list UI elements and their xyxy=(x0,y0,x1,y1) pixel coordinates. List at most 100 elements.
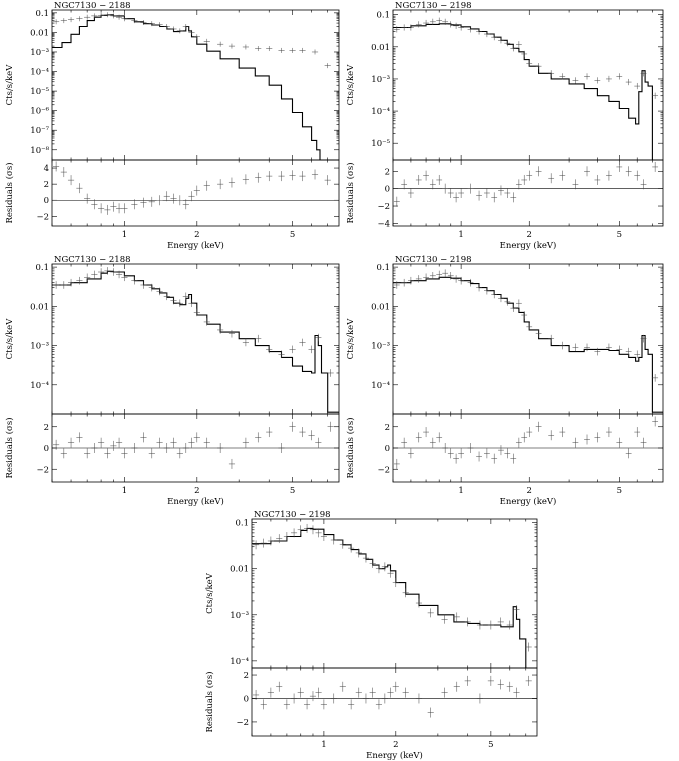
residual-point xyxy=(498,185,504,196)
data-point xyxy=(104,12,111,18)
data-point xyxy=(408,24,414,31)
data-point xyxy=(140,281,147,289)
data-point xyxy=(299,47,306,53)
residual-point xyxy=(188,191,195,202)
spectrum-panel-5: NGC7130 − 2198 0.1 0.01 10⁻³ 10⁻⁴ −2 0 2 1 2 5 Ener… xyxy=(204,510,538,761)
data-point xyxy=(491,290,498,299)
data-point xyxy=(510,45,517,52)
data-point xyxy=(423,19,429,27)
residual-point xyxy=(176,448,183,459)
residual-point xyxy=(584,434,590,445)
data-point xyxy=(369,559,376,568)
x-axis-label: Energy (keV) xyxy=(500,240,557,251)
data-point xyxy=(467,278,474,287)
x-tick-label: 1 xyxy=(458,486,463,496)
residual-point xyxy=(497,679,504,690)
data-point xyxy=(242,44,250,50)
data-point xyxy=(242,338,250,347)
residual-point xyxy=(625,448,632,459)
residual-point xyxy=(193,432,200,443)
residual-frame xyxy=(392,159,664,227)
data-point xyxy=(453,612,460,622)
data-point xyxy=(498,294,504,303)
residual-point xyxy=(484,448,490,459)
data-point xyxy=(498,37,504,44)
model-step-line xyxy=(393,276,663,413)
residual-point xyxy=(415,432,422,443)
data-point xyxy=(427,608,434,618)
data-point xyxy=(401,24,408,31)
data-point xyxy=(348,543,355,553)
residual-point xyxy=(429,437,436,448)
residual-point xyxy=(110,201,117,212)
spectrum-panel-4: NGC7130 − 2198 0.1 0.01 10⁻³ 10⁻⁴ −2 0 2 1 2 5 Ener… xyxy=(345,255,664,507)
x-tick-label: 5 xyxy=(617,230,622,240)
x-tick-label: 5 xyxy=(488,740,493,750)
residual-point xyxy=(491,192,498,203)
x-tick-label: 2 xyxy=(393,740,398,750)
residual-point xyxy=(362,693,370,704)
res-y-tick-label: 0 xyxy=(385,185,390,195)
res-y-tick-label: 2 xyxy=(44,180,49,190)
data-point xyxy=(278,47,285,53)
data-point xyxy=(110,268,117,276)
residual-point xyxy=(76,183,83,194)
data-point xyxy=(266,46,273,52)
data-point xyxy=(115,270,123,279)
panel-title: NGC7130 − 2188 xyxy=(54,255,131,265)
residual-point xyxy=(170,437,177,448)
residual-point xyxy=(369,687,376,698)
data-point xyxy=(584,343,590,352)
data-point xyxy=(634,82,641,90)
residual-point xyxy=(436,432,443,443)
data-point xyxy=(193,34,200,40)
data-point xyxy=(393,281,400,289)
residual-point xyxy=(327,421,334,432)
residual-point xyxy=(491,453,498,464)
res-y-tick-label: 0 xyxy=(385,444,390,454)
residual-axis-label: Residuals (σs) xyxy=(4,417,15,478)
y-tick-label: 10⁻³ xyxy=(30,48,49,58)
residual-point xyxy=(182,199,189,210)
data-point xyxy=(584,73,590,80)
residual-point xyxy=(148,196,155,207)
y-tick-label: 10⁻⁶ xyxy=(30,107,49,117)
residual-point xyxy=(513,687,520,698)
res-y-tick-label: −2 xyxy=(236,718,249,728)
residual-point xyxy=(355,687,362,698)
data-point xyxy=(276,534,283,544)
data-point xyxy=(436,270,443,279)
residual-point xyxy=(427,707,434,718)
data-point xyxy=(447,272,454,280)
panel-title: NGC7130 − 2188 xyxy=(54,1,131,11)
data-point xyxy=(176,299,183,308)
x-tick-label: 5 xyxy=(617,486,622,496)
res-y-tick-label: −2 xyxy=(377,465,390,475)
data-point xyxy=(60,281,67,289)
residual-point xyxy=(415,693,423,704)
residual-axis-label: Residuals (σs) xyxy=(204,671,215,732)
residual-point xyxy=(640,179,647,190)
residual-point xyxy=(289,421,296,432)
data-point xyxy=(303,523,311,533)
residual-point xyxy=(381,693,388,704)
residual-point xyxy=(408,448,414,459)
residual-point xyxy=(525,675,532,686)
panel-title: NGC7130 − 2198 xyxy=(395,255,472,265)
res-y-tick-label: −4 xyxy=(377,219,390,229)
res-y-tick-label: −2 xyxy=(377,202,390,212)
data-point xyxy=(652,92,659,99)
x-tick-label: 1 xyxy=(122,230,127,240)
data-point xyxy=(436,17,443,24)
res-y-tick-label: −2 xyxy=(36,212,49,222)
data-point xyxy=(387,568,394,578)
residual-point xyxy=(324,175,331,186)
data-point xyxy=(535,63,542,70)
data-point xyxy=(442,269,449,277)
data-point xyxy=(572,343,579,352)
data-point xyxy=(429,272,436,280)
residual-point xyxy=(297,687,304,698)
residual-point xyxy=(548,173,555,184)
data-point xyxy=(640,70,647,77)
residual-point xyxy=(504,188,511,198)
